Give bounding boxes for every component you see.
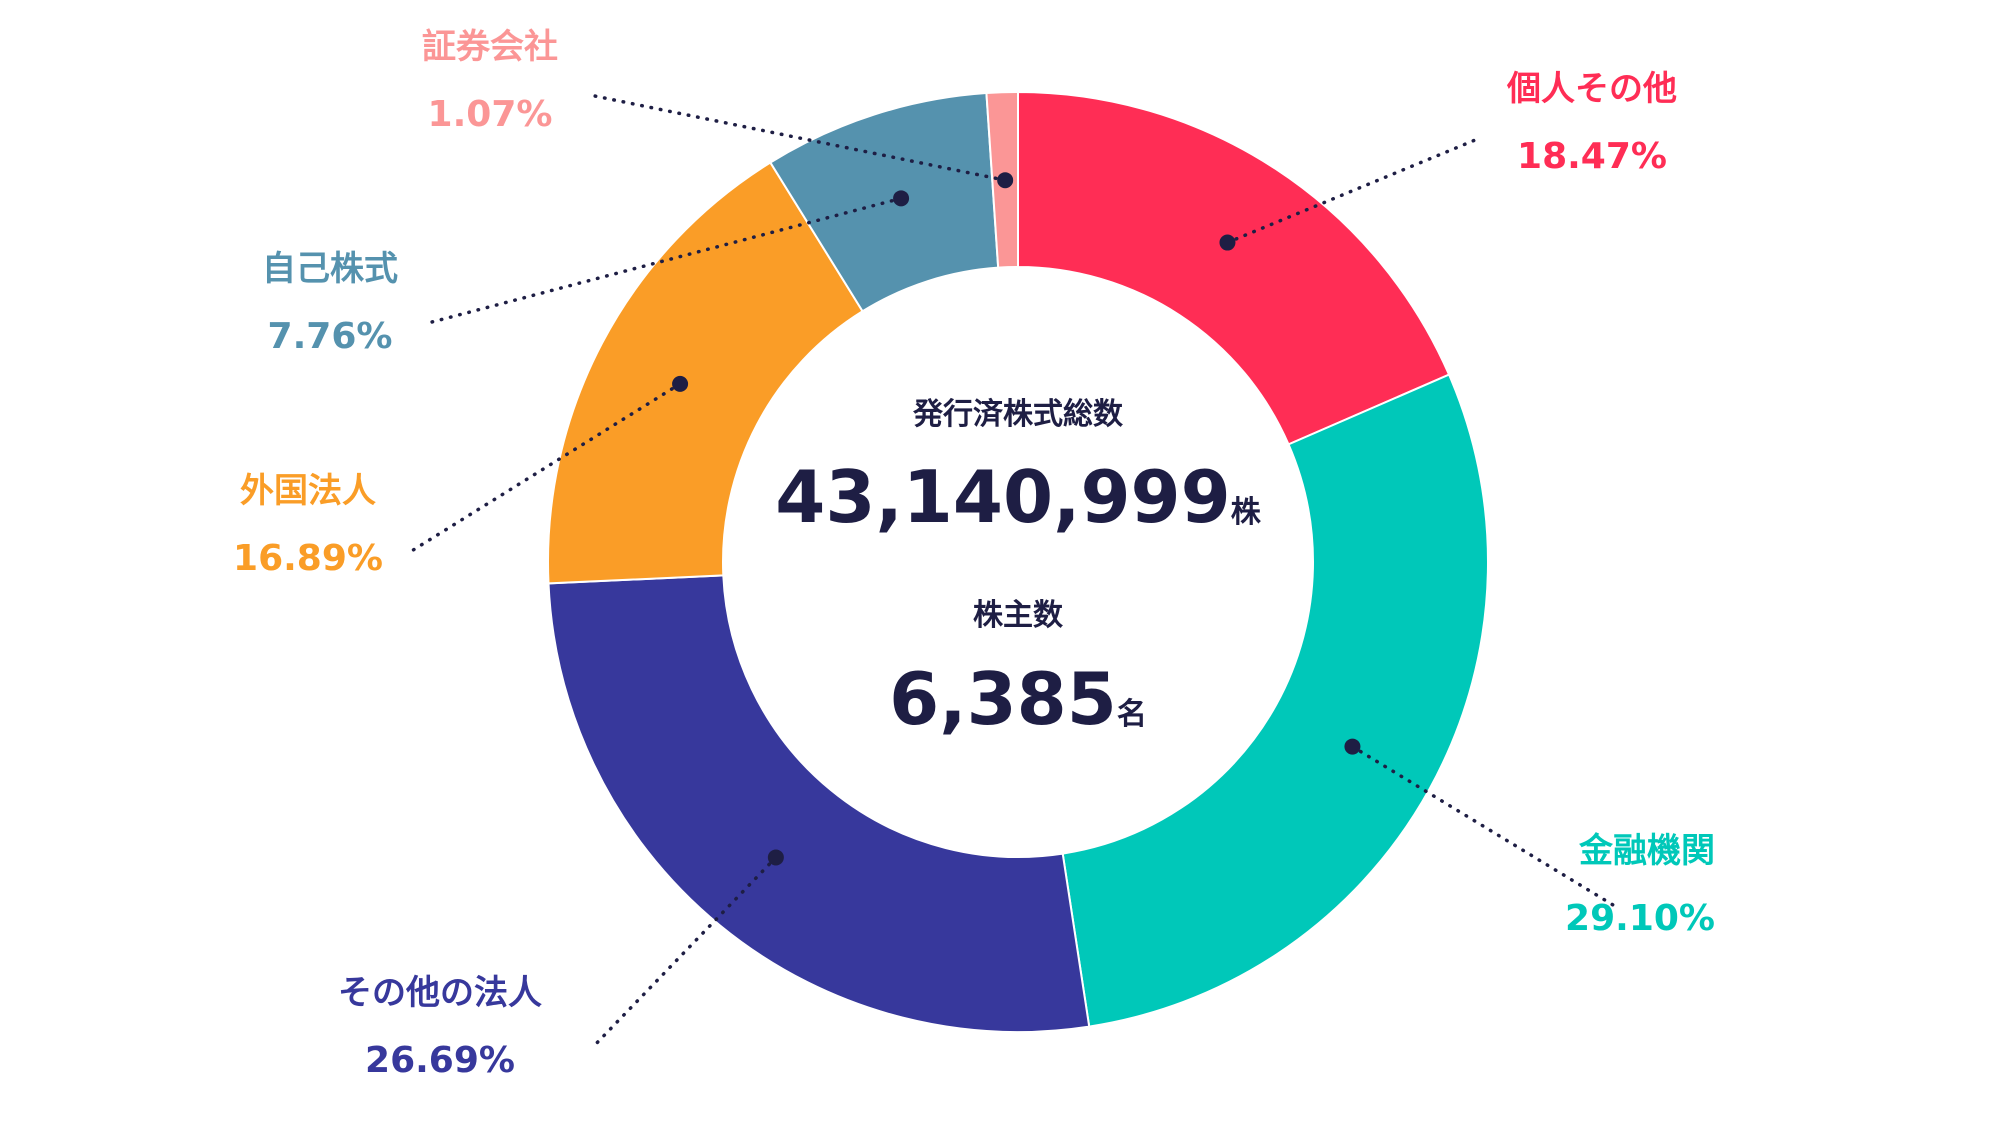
slice-name-label-3: 外国法人 — [240, 471, 376, 511]
slice-value-label-5: 1.07% — [428, 94, 553, 135]
slice-2 — [547, 574, 1091, 1034]
slice-name-label-2: その他の法人 — [338, 973, 542, 1013]
slice-value-label-3: 16.89% — [233, 538, 383, 579]
shareholders-value: 6,385 — [889, 657, 1117, 741]
leader-line-2 — [590, 855, 778, 1050]
slice-1 — [1061, 373, 1489, 1028]
leader-dot-4 — [893, 190, 910, 207]
slice-name-label-0: 個人その他 — [1506, 69, 1677, 109]
center-summary: 発行済株式総数 43,140,999株 株主数 6,385名 — [775, 397, 1261, 741]
leader-dot-5 — [997, 172, 1014, 189]
leader-dot-3 — [672, 375, 689, 392]
issued-shares-value: 43,140,999 — [775, 455, 1230, 539]
leader-line-0 — [1225, 136, 1482, 245]
slice-name-label-5: 証券会社 — [422, 27, 558, 67]
slice-labels-layer: 個人その他 18.47% 金融機関 29.10% その他の法人 26.69% 外国法人 16.… — [233, 27, 1715, 1081]
leader-lines-layer — [408, 93, 1620, 1050]
shareholders-figure: 6,385名 — [889, 657, 1147, 741]
issued-shares-title: 発行済株式総数 — [912, 397, 1124, 432]
slice-name-label-4: 自己株式 — [262, 249, 398, 289]
leader-line-3 — [408, 382, 682, 554]
shareholders-unit: 名 — [1117, 697, 1147, 732]
slice-value-label-0: 18.47% — [1517, 136, 1667, 177]
leader-dot-0 — [1219, 234, 1236, 251]
shareholders-title: 株主数 — [973, 598, 1064, 633]
slice-value-label-2: 26.69% — [365, 1040, 515, 1081]
issued-shares-figure: 43,140,999株 — [775, 455, 1261, 539]
leader-line-5 — [588, 93, 1007, 182]
leader-dot-2 — [767, 849, 784, 866]
slices-layer — [547, 90, 1489, 1034]
slice-3 — [547, 161, 864, 585]
issued-shares-unit: 株 — [1231, 495, 1262, 530]
leader-dot-1 — [1344, 738, 1361, 755]
slice-0 — [1017, 90, 1451, 446]
slice-value-label-4: 7.76% — [268, 316, 393, 357]
slice-name-label-1: 金融機関 — [1578, 831, 1715, 871]
slice-value-label-1: 29.10% — [1565, 898, 1715, 939]
